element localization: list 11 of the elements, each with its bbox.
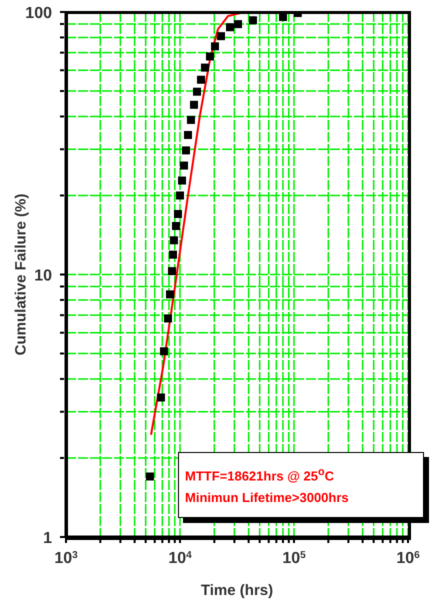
annotation: Minimun Lifetime>3000hrs [185, 489, 350, 508]
x-tick-label: 10$^{5}$ [282, 550, 306, 567]
y-axis-title: Cumulative Failure (%) [12, 194, 30, 356]
x-tick-label: 10$^{4}$ [168, 550, 192, 567]
x-axis-title: Time (hrs) [200, 582, 274, 599]
y-tick-label: 1 [43, 530, 52, 547]
annotation: MTTF=18621hrs @ 25$^{o}$C [185, 465, 335, 486]
y-tick-label: 100 [25, 5, 52, 22]
x-tick-label: 10$^{3}$ [54, 550, 78, 567]
y-tick-label: 10 [34, 268, 52, 284]
x-tick-label: 10$^{6}$ [396, 550, 420, 567]
